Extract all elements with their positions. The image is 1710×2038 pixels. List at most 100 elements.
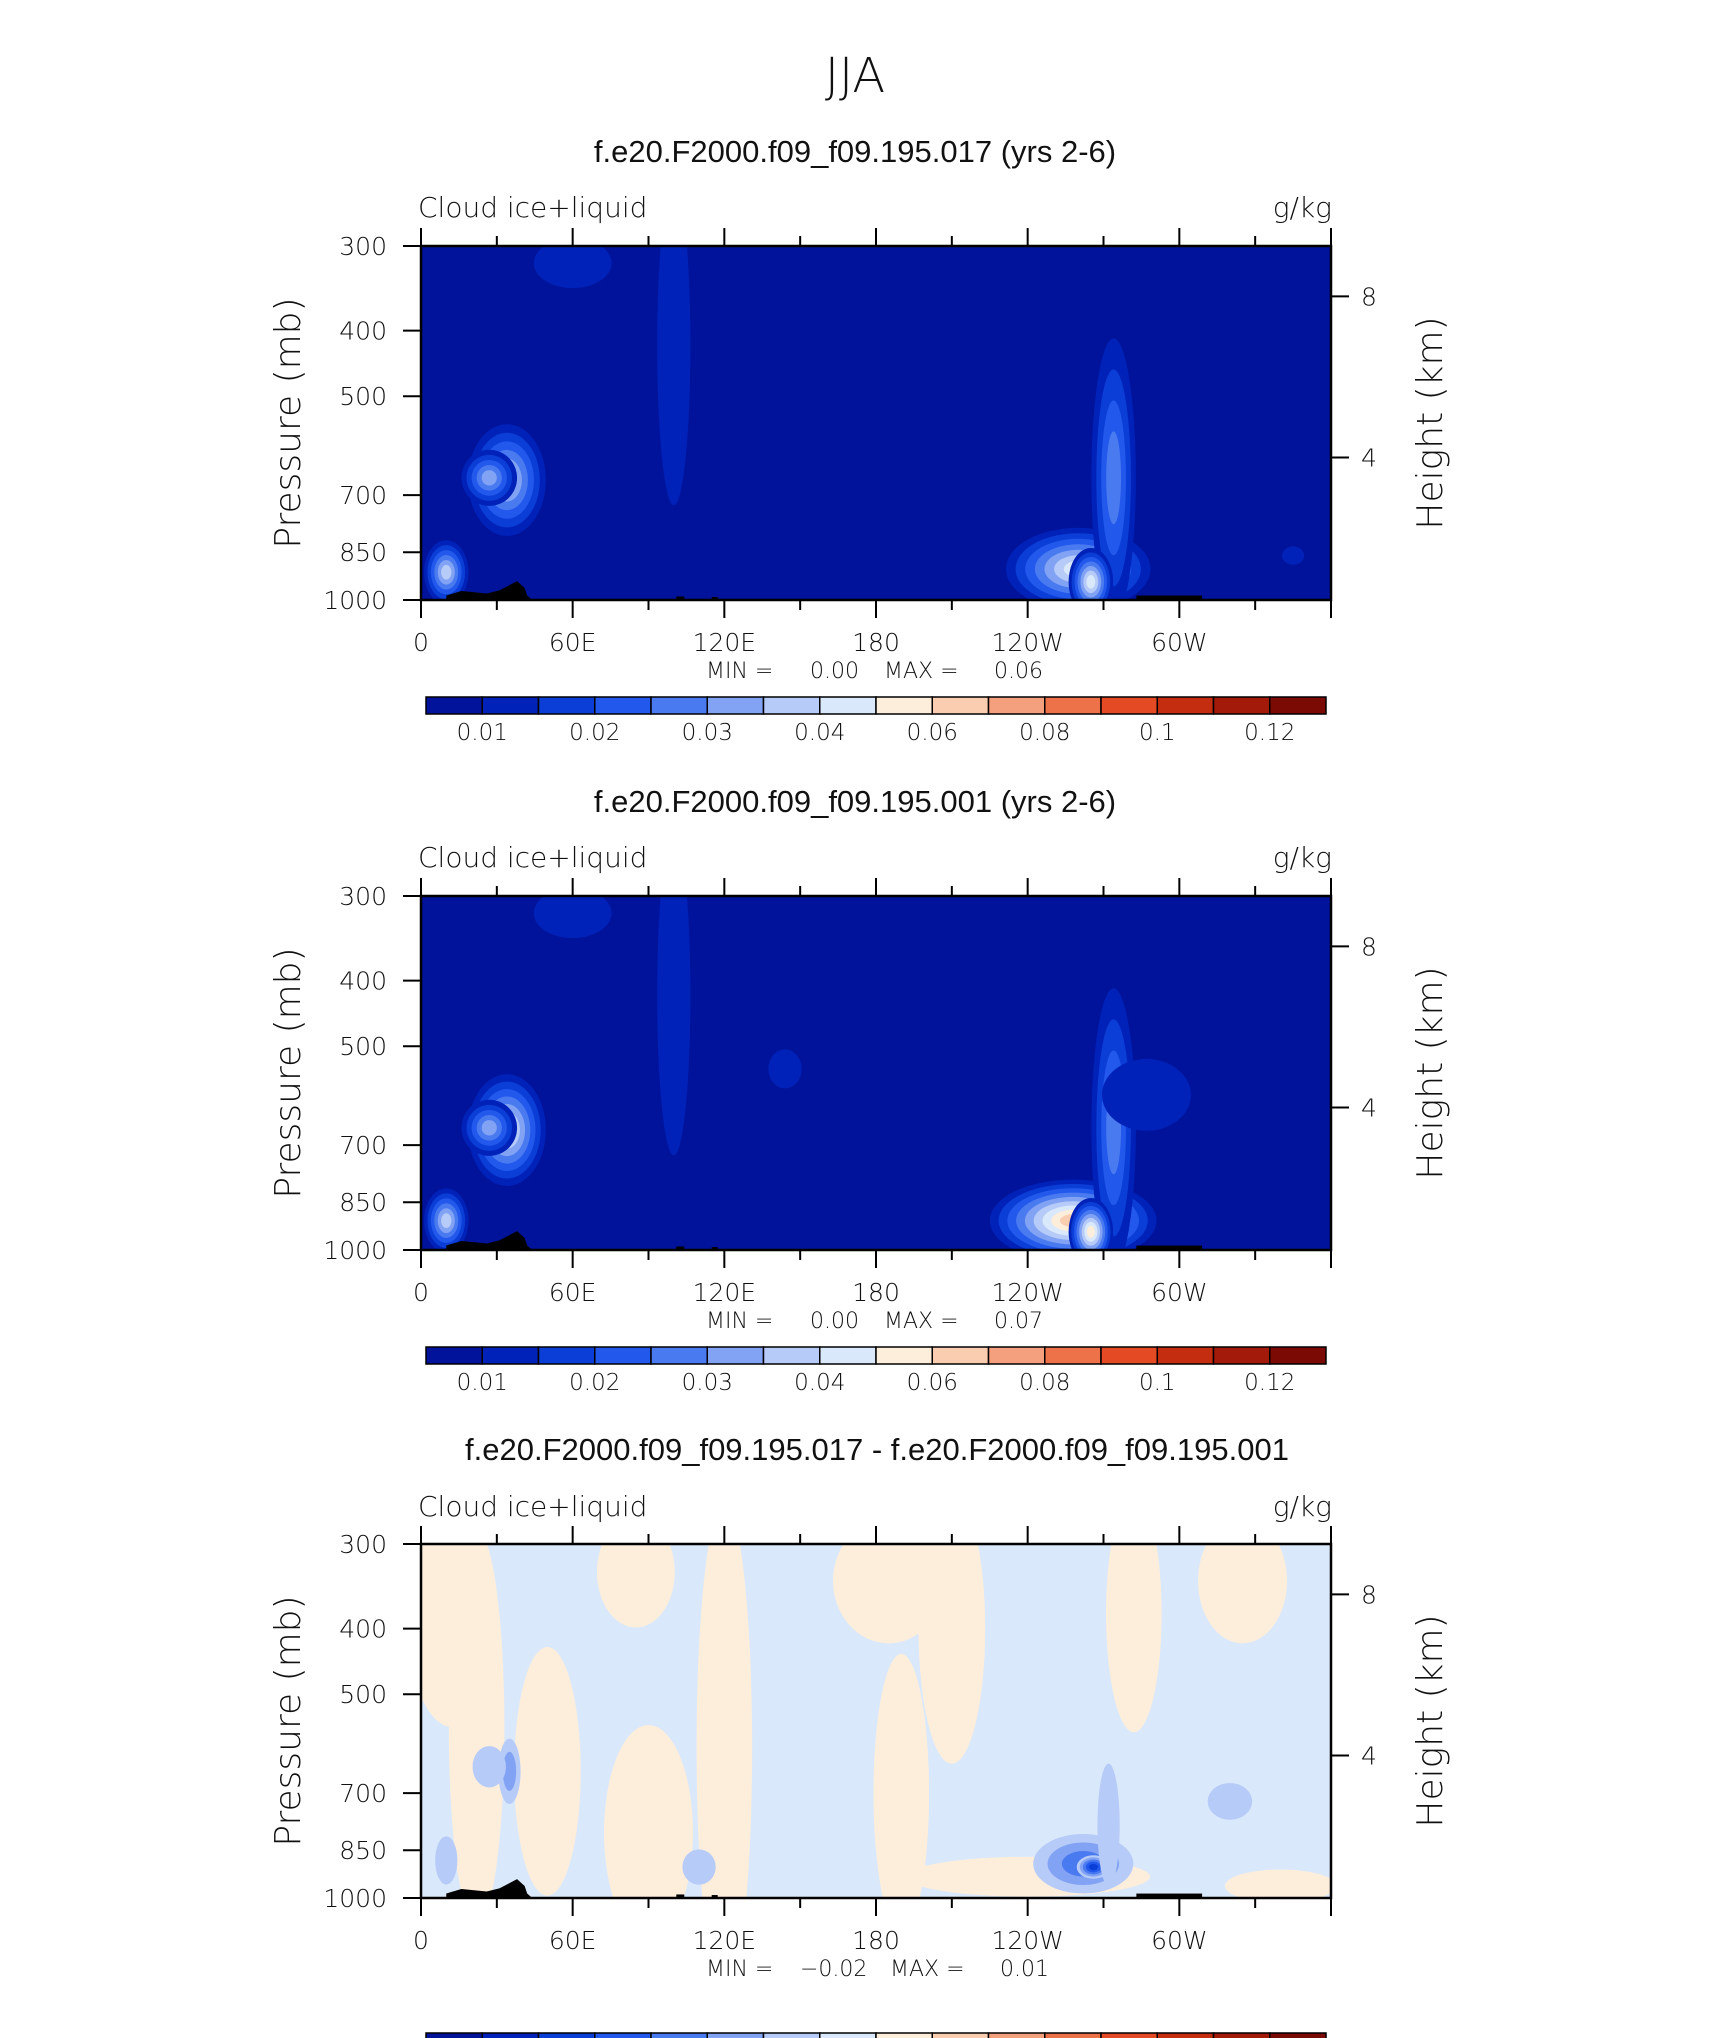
colorbar-box (706, 1346, 765, 1365)
contour-level (1086, 1225, 1095, 1238)
x-tick-label: 60E (549, 1926, 597, 1955)
y2-axis-title: Height (km) (1410, 966, 1451, 1179)
y-tick-label: 400 (339, 317, 387, 346)
colorbar-label: 0.06 (907, 1370, 958, 1396)
y-tick-label: 500 (339, 1680, 387, 1709)
terrain-mask (711, 597, 718, 600)
colorbar-box (1100, 1346, 1158, 1365)
contour-level (768, 1049, 802, 1089)
colorbar-box (481, 1346, 540, 1365)
terrain-mask (676, 596, 685, 600)
contour-level (1101, 1058, 1191, 1131)
y2-axis-title: Height (km) (1410, 316, 1451, 529)
colorbar-box (819, 2032, 877, 2038)
max-value: 0.07 (994, 1309, 1043, 1334)
colorbar-box (762, 2032, 821, 2038)
contour-level (696, 1544, 753, 1898)
colorbar-box (1156, 696, 1215, 715)
x-tick-label: 180 (852, 1278, 900, 1307)
colorbar-label: 0.08 (1019, 1370, 1070, 1396)
colorbar-label: 0.1 (1139, 720, 1176, 746)
terrain-mask (676, 1246, 685, 1250)
colorbar-box (481, 2032, 540, 2038)
colorbar-box (987, 2032, 1046, 2038)
colorbar-label: 0.12 (1244, 1370, 1295, 1396)
variable-label: Cloud ice+liquid (418, 191, 647, 224)
colorbar-label: 0.01 (457, 720, 508, 746)
contour-level (502, 1751, 517, 1791)
terrain-mask (1136, 595, 1203, 600)
min-value: −0.02 (800, 1957, 867, 1982)
y-axis-title: Pressure (mb) (268, 297, 309, 548)
colorbar-box (650, 2032, 708, 2038)
panel-2: f.e20.F2000.f09_f09.195.001 (yrs 2-6) Cl… (268, 784, 1451, 1396)
colorbar-box (425, 696, 483, 715)
y-tick-label: 850 (339, 1188, 387, 1217)
y-tick-label: 700 (339, 481, 387, 510)
x-tick-label: 180 (852, 628, 900, 657)
colorbar-box (762, 696, 821, 715)
contour-level (481, 1120, 497, 1136)
contour-level (1097, 1763, 1120, 1887)
y2-tick-label: 4 (1361, 1094, 1377, 1123)
y-tick-label: 300 (339, 232, 387, 261)
panel-3: f.e20.F2000.f09_f09.195.017 - f.e20.F200… (268, 1432, 1451, 2038)
max-value: 0.06 (994, 659, 1043, 684)
y-tick-label: 850 (339, 1836, 387, 1865)
colorbar-box (1156, 2032, 1215, 2038)
colorbar-box (987, 1346, 1046, 1365)
y-tick-label: 400 (339, 1615, 387, 1644)
colorbar-box (706, 696, 765, 715)
colorbar-box (537, 1346, 596, 1365)
contour-level (1106, 431, 1122, 525)
x-tick-label: 60W (1151, 628, 1208, 657)
contour-level (448, 1544, 505, 1898)
panel-title: f.e20.F2000.f09_f09.195.017 - f.e20.F200… (465, 1432, 1289, 1467)
colorbar-box (1212, 1346, 1271, 1365)
contour-level (481, 470, 497, 486)
colorbar-box (875, 1346, 933, 1365)
contour-level (1088, 1863, 1098, 1871)
colorbar-box (1100, 696, 1158, 715)
colorbar-label: 0.01 (457, 1370, 508, 1396)
colorbar-box (425, 2032, 483, 2038)
contour-level (918, 1544, 986, 1764)
colorbar-box (875, 696, 933, 715)
y-tick-label: 1000 (323, 586, 387, 615)
colorbar-box (1212, 2032, 1271, 2038)
colorbar-label: 0.03 (682, 720, 733, 746)
variable-label: Cloud ice+liquid (418, 1490, 647, 1523)
x-tick-label: 60E (549, 628, 597, 657)
y-axis-title: Pressure (mb) (268, 1595, 309, 1846)
colorbar-box (1156, 1346, 1215, 1365)
x-tick-label: 60W (1151, 1926, 1208, 1955)
x-tick-label: 120W (991, 1926, 1063, 1955)
min-label: MIN = (706, 659, 773, 684)
contour-level (1281, 546, 1305, 565)
units-label: g/kg (1273, 1490, 1332, 1523)
colorbar-box (537, 2032, 596, 2038)
colorbar-box (1269, 696, 1327, 715)
contour-level (1106, 1544, 1162, 1733)
x-tick-label: 180 (852, 1926, 900, 1955)
colorbar-box (594, 696, 652, 715)
x-tick-label: 120E (693, 1278, 757, 1307)
x-tick-label: 120E (693, 628, 757, 657)
x-tick-label: 120W (991, 628, 1063, 657)
x-tick-label: 0 (413, 628, 429, 657)
colorbar-label: 0.02 (569, 1370, 620, 1396)
max-label: MAX = (890, 1957, 965, 1982)
y2-axis-title: Height (km) (1410, 1614, 1451, 1827)
colorbar-box (931, 1346, 990, 1365)
x-tick-label: 0 (413, 1278, 429, 1307)
colorbar-label: 0.02 (569, 720, 620, 746)
field-background (421, 896, 1331, 1250)
colorbar-box (875, 2032, 933, 2038)
colorbar-box (706, 2032, 765, 2038)
terrain-mask (711, 1895, 718, 1898)
field-background (421, 246, 1331, 600)
y-tick-label: 850 (339, 538, 387, 567)
contour-level (596, 1544, 675, 1628)
